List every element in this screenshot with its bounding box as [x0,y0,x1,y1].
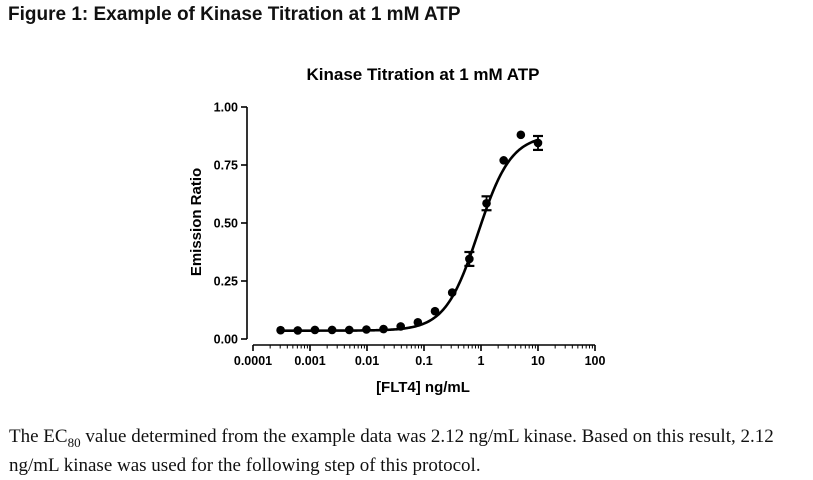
x-tick-label: 0.0001 [234,354,272,368]
caption-text-start: The EC [9,426,68,447]
figure-heading: Figure 1: Example of Kinase Titration at… [8,4,461,25]
x-tick-label: 10 [531,354,545,368]
chart-title: Kinase Titration at 1 mM ATP [306,65,539,84]
y-tick-label: 0.50 [214,217,238,231]
x-tick-label: 100 [585,354,606,368]
data-point [344,325,354,335]
data-point [276,325,285,335]
x-tick-label: 0.01 [355,354,379,368]
data-point [465,254,474,264]
data-point [293,326,303,335]
caption-text-end: value determined from the example data w… [9,426,774,476]
data-points-layer [276,130,543,335]
y-tick-label: 0.25 [214,275,238,289]
data-point [379,324,388,334]
y-axis: 0.00 0.25 0.50 0.75 1.00 [214,101,248,347]
data-point [396,322,405,331]
kinase-titration-chart: Kinase Titration at 1 mM ATP 0.00 0.25 0.5… [188,65,606,396]
data-point [327,325,337,335]
data-point [447,288,457,297]
x-tick-label: 0.1 [415,354,432,368]
x-tick-label: 1 [478,354,485,368]
x-axis-label: [FLT4] ng/mL [376,379,470,396]
data-point [499,156,508,165]
x-axis: 0.0001 0.001 0.01 0.1 1 10 100 [234,344,606,368]
figure-caption: The EC80 value determined from the examp… [9,425,809,477]
y-tick-label: 0.75 [214,159,238,173]
data-point [516,130,526,140]
y-tick-label: 1.00 [214,101,238,115]
data-point [430,306,440,316]
x-tick-label: 0.001 [294,354,325,368]
caption-subscript: 80 [67,434,81,450]
y-axis-label: Emission Ratio [188,168,205,276]
data-point [482,198,491,208]
data-point [310,325,320,335]
fit-curve-layer [280,138,539,332]
fit-curve [280,138,539,332]
data-point [533,138,543,148]
data-point [362,325,371,334]
y-tick-label: 0.00 [214,333,238,347]
data-point [413,317,423,327]
